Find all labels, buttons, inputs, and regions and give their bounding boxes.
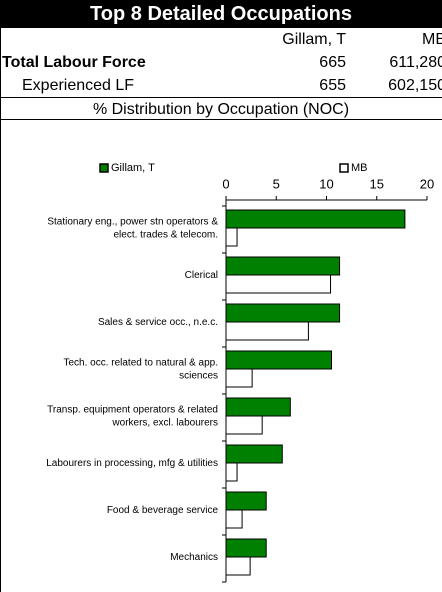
table-row: Total Labour Force 665 611,280 [0, 51, 442, 74]
cell: 602,150 [388, 77, 442, 94]
cell: 655 [319, 77, 346, 94]
y-tick-label: Stationary eng., power stn operators & el… [47, 216, 218, 240]
bar [225, 462, 238, 482]
cell: Total Labour Force [2, 54, 146, 71]
bar [225, 303, 341, 323]
x-tick-label: 20 [420, 176, 434, 191]
bar [225, 538, 267, 558]
table-header: Gillam, T MB [0, 28, 442, 51]
bar [225, 444, 283, 464]
table-row: Experienced LF 655 602,150 [0, 74, 442, 97]
x-tick-label: 0 [222, 176, 229, 191]
y-tick-label: Labourers in processing, mfg & utilities [46, 458, 218, 469]
y-tick-label: Clerical [185, 270, 218, 281]
subtitle: % Distribution by Occupation (NOC) [0, 97, 442, 120]
legend-label: Gillam, T [111, 162, 155, 174]
y-tick-label: Sales & service occ., n.e.c. [98, 317, 218, 328]
bar [225, 321, 309, 341]
chart: Gillam, T MB 0 5 10 15 20 Stationary eng., powe… [46, 162, 434, 583]
bar [225, 227, 238, 247]
bar [225, 256, 341, 276]
legend-swatch [339, 163, 349, 173]
y-tick-label: Mechanics [170, 552, 218, 563]
y-tick-label: Tech. occ. related to natural & app. scie… [63, 357, 218, 381]
header-cell: Gillam, T [282, 31, 346, 48]
legend-label: MB [351, 162, 368, 174]
x-tick-label: 5 [273, 176, 280, 191]
bar [225, 209, 406, 229]
bar [225, 491, 267, 511]
y-tick-label: Food & beverage service [107, 505, 219, 516]
cell: 665 [319, 54, 346, 71]
cell: Experienced LF [22, 77, 135, 94]
bar [225, 274, 332, 294]
y-tick-label: Transp. equipment operators & related wor… [47, 404, 218, 428]
bar [225, 556, 251, 576]
bar [225, 350, 333, 370]
legend-swatch [99, 163, 109, 173]
x-tick-label: 15 [370, 176, 384, 191]
header-cell: MB [422, 31, 442, 48]
bar [225, 397, 291, 417]
bar [225, 368, 253, 388]
bar [225, 509, 243, 529]
border [0, 28, 1, 592]
x-tick-label: 10 [319, 176, 333, 191]
title: Top 8 Detailed Occupations [0, 0, 442, 28]
cell: 611,280 [389, 54, 442, 71]
bar [225, 415, 263, 435]
